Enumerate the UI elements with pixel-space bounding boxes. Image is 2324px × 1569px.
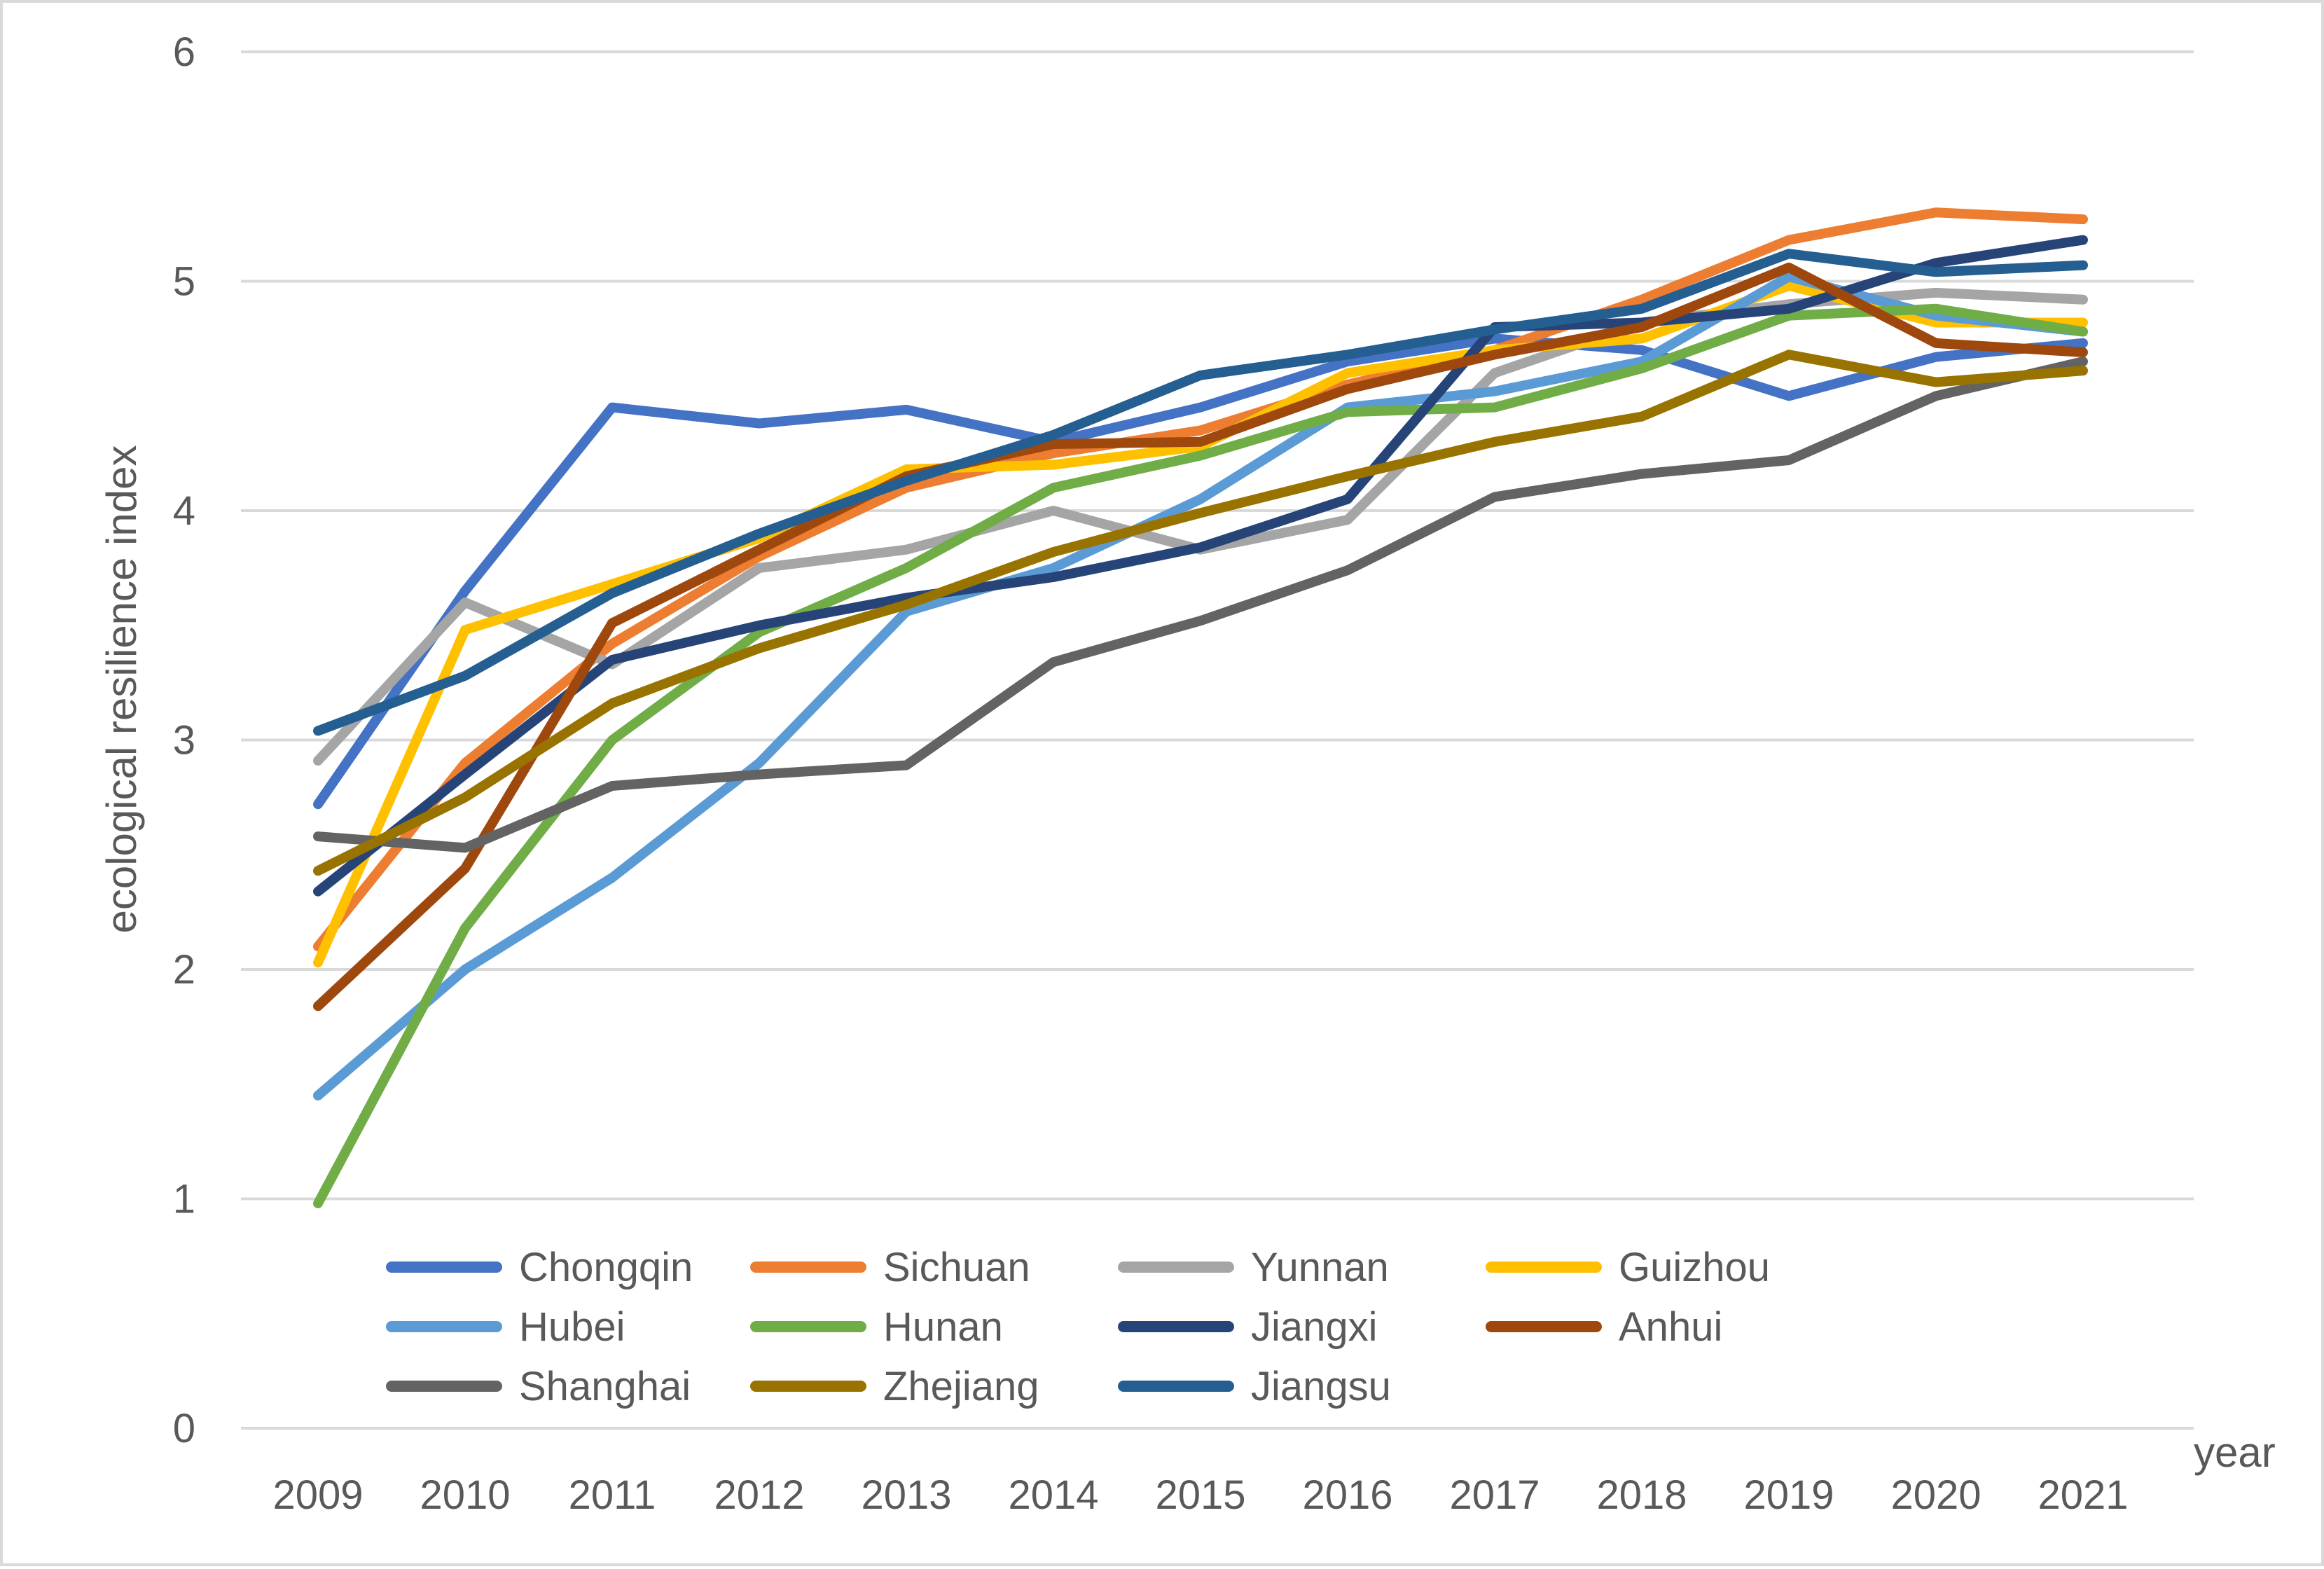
series-line-jiangsu bbox=[313, 249, 2088, 736]
legend-label: Sichuan bbox=[883, 1245, 1030, 1290]
x-tick-label: 2021 bbox=[2038, 1472, 2128, 1518]
legend-item-hunan: Hunan bbox=[750, 1304, 1003, 1350]
legend-item-jiangxi: Jiangxi bbox=[1118, 1304, 1378, 1350]
x-tick-label: 2015 bbox=[1155, 1472, 1245, 1518]
series-line-anhui bbox=[313, 262, 2088, 1011]
x-tick-label: 2016 bbox=[1302, 1472, 1392, 1518]
x-tick-label: 2017 bbox=[1449, 1472, 1540, 1518]
y-axis: 0 1 2 3 4 5 6 bbox=[173, 29, 195, 1451]
y-tick-label: 0 bbox=[173, 1406, 195, 1451]
legend-label: Hunan bbox=[883, 1304, 1003, 1350]
legend-item-chongqin: Chongqin bbox=[386, 1245, 693, 1290]
series-lines bbox=[313, 207, 2088, 1208]
x-tick-label: 2009 bbox=[272, 1472, 363, 1518]
legend-item-zhejiang: Zhejiang bbox=[750, 1364, 1039, 1409]
y-axis-title: ecological resilience index bbox=[98, 445, 145, 933]
series-line-shanghai bbox=[313, 357, 2088, 853]
gridlines bbox=[241, 50, 2194, 1430]
y-tick-label: 3 bbox=[173, 718, 195, 763]
y-tick-label: 5 bbox=[173, 259, 195, 305]
legend-item-yunnan: Yunnan bbox=[1118, 1245, 1389, 1290]
x-tick-label: 2019 bbox=[1743, 1472, 1834, 1518]
y-tick-label: 4 bbox=[173, 488, 195, 534]
x-tick-label: 2014 bbox=[1008, 1472, 1098, 1518]
y-tick-label: 2 bbox=[173, 947, 195, 993]
legend-label: Jiangsu bbox=[1251, 1364, 1391, 1409]
legend-item-shanghai: Shanghai bbox=[386, 1364, 691, 1409]
legend-item-sichuan: Sichuan bbox=[750, 1245, 1030, 1290]
legend-item-anhui: Anhui bbox=[1486, 1304, 1722, 1350]
legend-label: Guizhou bbox=[1619, 1245, 1770, 1290]
series-line-sichuan bbox=[313, 207, 2088, 952]
series-line-chongqin bbox=[313, 333, 2088, 810]
series-line-hunan bbox=[313, 303, 2088, 1208]
series-line-hubei bbox=[313, 272, 2088, 1101]
line-chart: 2009 2010 2011 2012 2013 2014 2015 2016 2017 2018… bbox=[98, 29, 2276, 1518]
series-line-jiangxi bbox=[313, 235, 2088, 897]
legend-item-jiangsu: Jiangsu bbox=[1118, 1364, 1391, 1409]
legend-label: Yunnan bbox=[1251, 1245, 1389, 1290]
x-tick-label: 2012 bbox=[714, 1472, 804, 1518]
legend-label: Hubei bbox=[519, 1304, 625, 1350]
legend-item-hubei: Hubei bbox=[386, 1304, 625, 1350]
x-axis: 2009 2010 2011 2012 2013 2014 2015 2016 2017 2018… bbox=[272, 1472, 2128, 1518]
legend-label: Anhui bbox=[1619, 1304, 1722, 1350]
legend-label: Jiangxi bbox=[1251, 1304, 1378, 1350]
x-axis-title: year bbox=[2194, 1429, 2276, 1476]
legend: Chongqin Sichuan Yunnan Guizhou Hubei Hunan Ji… bbox=[386, 1245, 1770, 1409]
legend-label: Shanghai bbox=[519, 1364, 691, 1409]
x-tick-label: 2010 bbox=[420, 1472, 510, 1518]
x-tick-label: 2020 bbox=[1890, 1472, 1981, 1518]
y-tick-label: 6 bbox=[173, 29, 195, 75]
legend-label: Zhejiang bbox=[883, 1364, 1039, 1409]
x-tick-label: 2018 bbox=[1596, 1472, 1687, 1518]
legend-label: Chongqin bbox=[519, 1245, 693, 1290]
x-tick-label: 2011 bbox=[569, 1472, 656, 1518]
series-line-zhejiang bbox=[313, 350, 2088, 876]
y-tick-label: 1 bbox=[173, 1177, 195, 1222]
x-tick-label: 2013 bbox=[861, 1472, 951, 1518]
legend-item-guizhou: Guizhou bbox=[1486, 1245, 1770, 1290]
